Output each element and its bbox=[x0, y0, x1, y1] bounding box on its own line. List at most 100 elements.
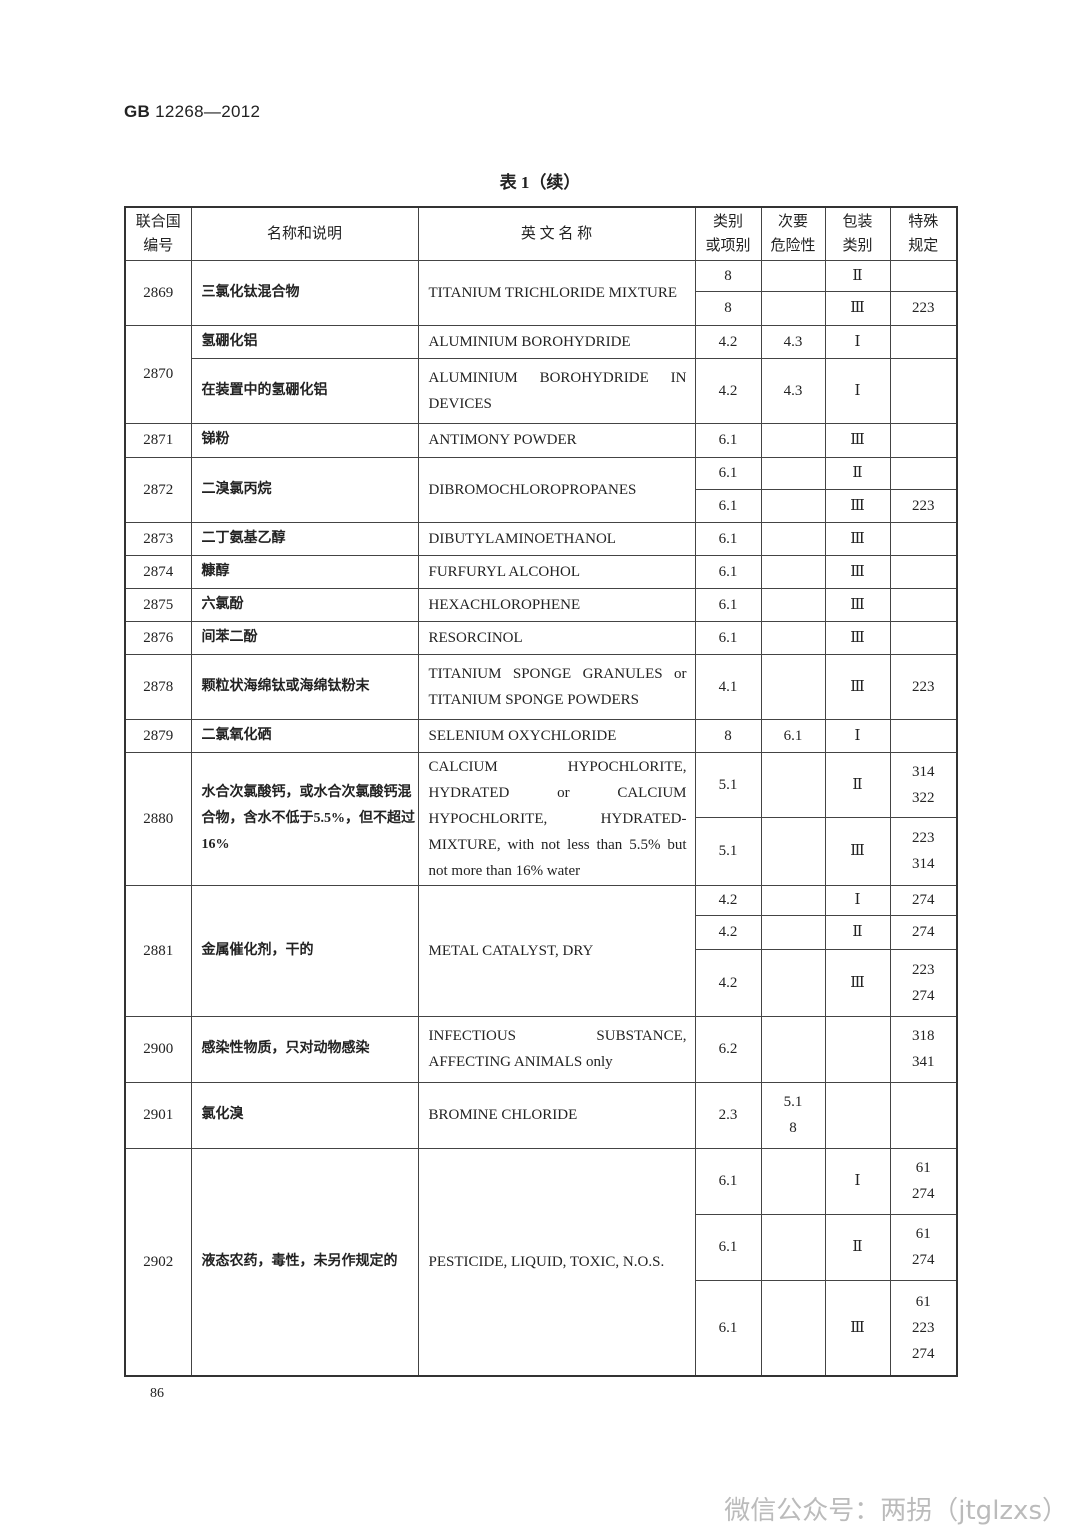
secondary-hazard-value bbox=[760, 751, 826, 818]
secondary-hazard-value bbox=[760, 884, 826, 916]
secondary-hazard-value bbox=[760, 290, 826, 326]
packing-group-value: Ⅲ bbox=[824, 587, 891, 622]
table-row: 2879 二氯氧化硒 SELENIUM OXYCHLORIDE 8 6.1 Ⅰ bbox=[124, 718, 958, 753]
un-number: 2871 bbox=[124, 422, 192, 458]
table-row: 2881 金属催化剂，干的 METAL CATALYST, DRY 4.2 Ⅰ 274 bbox=[124, 884, 958, 1017]
class-value: 5.1 bbox=[694, 816, 762, 886]
secondary-hazard-value bbox=[760, 422, 826, 458]
packing-group-value: Ⅲ bbox=[824, 521, 891, 556]
special-provision-value: 274 bbox=[889, 884, 958, 916]
class-value: 5.1 bbox=[694, 751, 762, 818]
special-provision-value: 223 274 bbox=[889, 948, 958, 1017]
packing-group-value: Ⅰ bbox=[824, 1147, 891, 1215]
secondary-hazard-value: 5.1 8 bbox=[760, 1081, 826, 1149]
packing-group-value: Ⅱ bbox=[824, 751, 891, 818]
chinese-name: 糠醇 bbox=[190, 554, 419, 589]
class-value: 8 bbox=[694, 290, 762, 326]
class-value: 6.1 bbox=[694, 554, 762, 589]
dangerous-goods-table: 联合国 编号 名称和说明 英 文 名 称 类别 或项别 次要 危险性 包装 类别… bbox=[124, 206, 958, 1377]
english-name: DIBROMOCHLOROPROPANES bbox=[417, 456, 696, 523]
chinese-name: 氢硼化铝 bbox=[190, 324, 419, 359]
chinese-name: 间苯二酚 bbox=[190, 620, 419, 655]
table-row: 2901 氯化溴 BROMINE CHLORIDE 2.3 5.1 8 bbox=[124, 1081, 958, 1149]
table-row: 5.1 Ⅲ 223 314 bbox=[125, 816, 958, 886]
table-row: 2869 三氯化钛混合物 TITANIUM TRICHLORIDE MIXTURE 8… bbox=[124, 259, 958, 326]
secondary-hazard-value: 6.1 bbox=[760, 718, 826, 753]
english-name: HEXACHLOROPHENE bbox=[417, 587, 696, 622]
table-row: 2878 颗粒状海绵钛或海绵钛粉末 TITANIUM SPONGE GRANULES… bbox=[124, 653, 958, 720]
class-value: 6.1 bbox=[694, 521, 762, 556]
special-provision-value: 223 314 bbox=[889, 816, 958, 886]
english-name: ALUMINIUM BOROHYDRIDE IN DEVICES bbox=[417, 357, 696, 424]
class-value: 6.1 bbox=[694, 1279, 762, 1377]
class-value: 6.1 bbox=[694, 587, 762, 622]
special-provision-value: 223 bbox=[889, 653, 958, 720]
chinese-name: 锑粉 bbox=[190, 422, 419, 458]
secondary-hazard-value bbox=[760, 948, 826, 1017]
class-value: 8 bbox=[694, 718, 762, 753]
un-number: 2900 bbox=[124, 1015, 192, 1083]
col-un-number: 联合国 编号 bbox=[124, 206, 192, 261]
un-number: 2869 bbox=[124, 259, 192, 326]
col-english-name: 英 文 名 称 bbox=[417, 206, 696, 261]
packing-group-value: Ⅲ bbox=[824, 488, 891, 523]
un-number: 2879 bbox=[124, 718, 192, 753]
class-value: 4.2 bbox=[694, 914, 762, 950]
secondary-hazard-value bbox=[760, 1279, 826, 1377]
special-provision-value: 274 bbox=[889, 914, 958, 950]
packing-group-value: Ⅲ bbox=[824, 1279, 891, 1377]
special-provision-value bbox=[889, 554, 958, 589]
packing-group-value: Ⅱ bbox=[824, 259, 891, 292]
special-provision-value bbox=[889, 718, 958, 753]
table-row: 2902 液态农药，毒性，未另作规定的 PESTICIDE, LIQUID, TOX… bbox=[124, 1147, 958, 1377]
special-provision-value: 223 bbox=[889, 488, 958, 523]
special-provision-value bbox=[889, 422, 958, 458]
class-value: 4.2 bbox=[694, 948, 762, 1017]
english-name: TITANIUM TRICHLORIDE MIXTURE bbox=[417, 259, 696, 326]
page-number: 86 bbox=[150, 1386, 164, 1401]
special-provision-value: 314 322 bbox=[889, 751, 958, 818]
un-number: 2901 bbox=[124, 1081, 192, 1149]
class-value: 6.1 bbox=[694, 1213, 762, 1281]
english-name: ANTIMONY POWDER bbox=[417, 422, 696, 458]
special-provision-value: 223 bbox=[889, 290, 958, 326]
table-row: 6.1 Ⅲ 61 223 274 bbox=[125, 1279, 958, 1377]
special-provision-value bbox=[889, 456, 958, 490]
class-value: 2.3 bbox=[694, 1081, 762, 1149]
un-number: 2875 bbox=[124, 587, 192, 622]
un-number: 2878 bbox=[124, 653, 192, 720]
un-number: 2902 bbox=[124, 1147, 192, 1377]
packing-group-value: Ⅱ bbox=[824, 456, 891, 490]
chinese-name: 在装置中的氢硼化铝 bbox=[190, 357, 419, 424]
chinese-name: 颗粒状海绵钛或海绵钛粉末 bbox=[190, 653, 419, 720]
english-name: CALCIUM HYPOCHLORITE, HYDRATED or CALCIU… bbox=[417, 751, 696, 886]
secondary-hazard-value bbox=[760, 620, 826, 655]
chinese-name: 二溴氯丙烷 bbox=[190, 456, 419, 523]
secondary-hazard-value bbox=[760, 1015, 826, 1083]
watermark: 微信公众号：两拐（jtglzxs） bbox=[724, 1496, 1068, 1526]
chinese-name: 二丁氨基乙醇 bbox=[190, 521, 419, 556]
class-value: 6.2 bbox=[694, 1015, 762, 1083]
packing-group-value: Ⅲ bbox=[824, 620, 891, 655]
table-row: 2880 水合次氯酸钙，或水合次氯酸钙混合物，含水不低于5.5%，但不超过16% C… bbox=[124, 751, 958, 886]
table-row: 2873 二丁氨基乙醇 DIBUTYLAMINOETHANOL 6.1 Ⅲ bbox=[124, 521, 958, 556]
special-provision-value bbox=[889, 324, 958, 359]
english-name: RESORCINOL bbox=[417, 620, 696, 655]
table-row: 2871 锑粉 ANTIMONY POWDER 6.1 Ⅲ bbox=[124, 422, 958, 458]
table-caption: 表 1（续） bbox=[499, 173, 581, 192]
class-value: 4.1 bbox=[694, 653, 762, 720]
col-special-provisions: 特殊 规定 bbox=[889, 206, 958, 261]
secondary-hazard-value bbox=[760, 914, 826, 950]
standard-code: 12268—2012 bbox=[155, 102, 261, 121]
packing-group-value: Ⅱ bbox=[824, 914, 891, 950]
header-row: 联合国 编号 名称和说明 英 文 名 称 类别 或项别 次要 危险性 包装 类别… bbox=[124, 206, 958, 261]
special-provision-value: 61 274 bbox=[889, 1213, 958, 1281]
table-row: 2872 二溴氯丙烷 DIBROMOCHLOROPROPANES 6.1 Ⅱ bbox=[124, 456, 958, 523]
special-provision-value: 61 274 bbox=[889, 1147, 958, 1215]
class-value: 6.1 bbox=[694, 488, 762, 523]
chinese-name: 三氯化钛混合物 bbox=[190, 259, 419, 326]
special-provision-value bbox=[889, 1081, 958, 1149]
packing-group-value: Ⅲ bbox=[824, 816, 891, 886]
secondary-hazard-value bbox=[760, 554, 826, 589]
table-row: 4.2 Ⅱ 274 bbox=[125, 914, 958, 950]
